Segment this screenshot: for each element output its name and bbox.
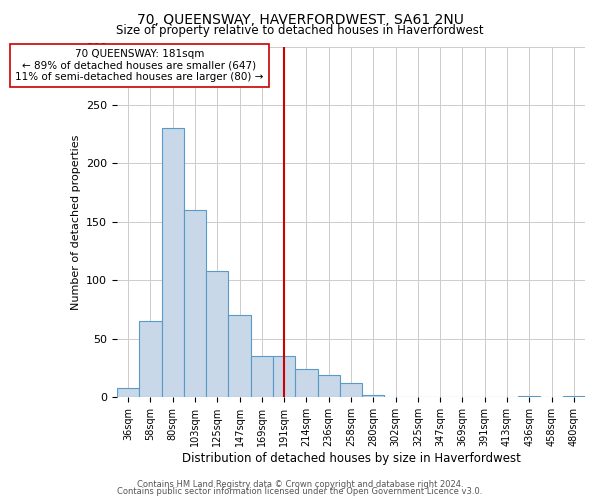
Text: Size of property relative to detached houses in Haverfordwest: Size of property relative to detached ho… xyxy=(116,24,484,37)
Bar xyxy=(184,210,206,398)
Text: 70 QUEENSWAY: 181sqm
← 89% of detached houses are smaller (647)
11% of semi-deta: 70 QUEENSWAY: 181sqm ← 89% of detached h… xyxy=(15,49,263,82)
Bar xyxy=(362,395,385,398)
Bar xyxy=(206,271,229,398)
Bar xyxy=(518,396,541,398)
Bar xyxy=(317,375,340,398)
Bar xyxy=(295,370,317,398)
Text: Contains HM Land Registry data © Crown copyright and database right 2024.: Contains HM Land Registry data © Crown c… xyxy=(137,480,463,489)
Bar xyxy=(161,128,184,398)
Bar xyxy=(273,356,295,398)
Bar xyxy=(229,316,251,398)
Text: Contains public sector information licensed under the Open Government Licence v3: Contains public sector information licen… xyxy=(118,487,482,496)
Bar xyxy=(139,322,161,398)
Bar xyxy=(340,384,362,398)
Bar xyxy=(251,356,273,398)
Y-axis label: Number of detached properties: Number of detached properties xyxy=(71,134,80,310)
Bar xyxy=(563,396,585,398)
X-axis label: Distribution of detached houses by size in Haverfordwest: Distribution of detached houses by size … xyxy=(182,452,520,465)
Text: 70, QUEENSWAY, HAVERFORDWEST, SA61 2NU: 70, QUEENSWAY, HAVERFORDWEST, SA61 2NU xyxy=(137,12,463,26)
Bar xyxy=(117,388,139,398)
